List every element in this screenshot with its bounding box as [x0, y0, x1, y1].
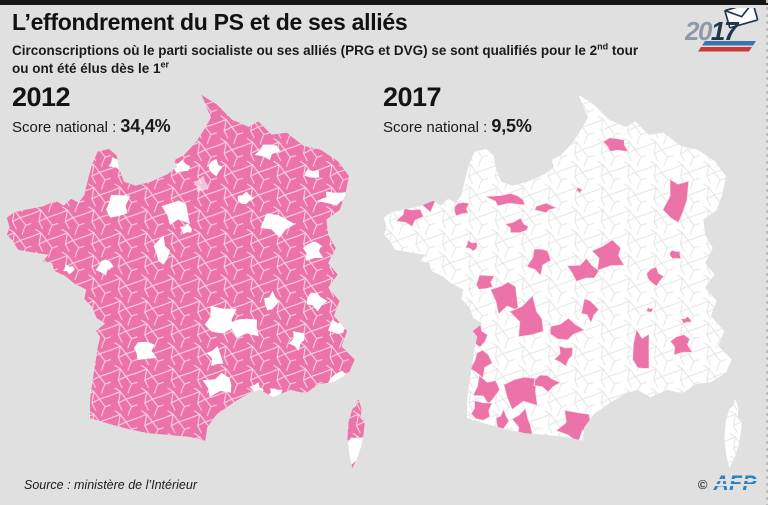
map-2012-france-choropleth: [6, 94, 365, 468]
score-label: Score national :: [12, 119, 117, 136]
map-2012-header: 2012 Score national : 34,4%: [12, 82, 171, 137]
flag-stripe-blue: [702, 41, 756, 46]
copyright-symbol: ©: [697, 476, 708, 492]
score-value: 34,4%: [120, 116, 171, 136]
map-2017-score: Score national : 9,5%: [383, 116, 532, 137]
afp-logo: AFP: [710, 472, 760, 495]
flag-stripe-red: [698, 47, 752, 52]
agency-credit: © AFP: [697, 472, 760, 496]
election-2017-logo: 2017: [685, 8, 759, 52]
page-subtitle: Circonscriptions où le parti socialiste …: [12, 41, 639, 76]
map-2017-year: 2017: [383, 82, 442, 112]
map-2017-header: 2017 Score national : 9,5%: [383, 84, 532, 137]
score-value: 9,5%: [491, 116, 532, 136]
score-label: Score national :: [383, 119, 488, 136]
ballot-envelope-icon: [724, 8, 759, 29]
map-2017-france-choropleth: [383, 94, 742, 468]
trim-marks: [766, 0, 768, 505]
map-2012-year: 2012: [12, 82, 71, 112]
top-bar: [0, 0, 768, 5]
source-credit: Source : ministère de l’Intérieur: [24, 478, 197, 492]
page-title: L’effondrement du PS et de ses alliés: [12, 9, 408, 35]
map-2012-score: Score national : 34,4%: [12, 116, 171, 137]
